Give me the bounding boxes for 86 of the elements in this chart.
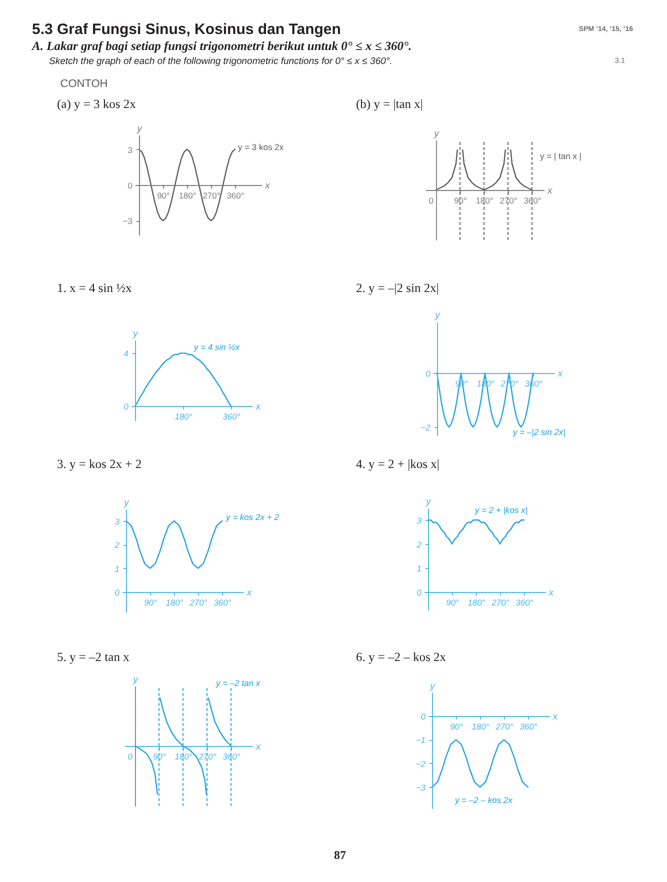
- x-axis-title: x: [254, 742, 262, 752]
- x-tick-label: 180°: [166, 598, 184, 608]
- y-axis-title: y: [136, 124, 144, 135]
- line-series: [427, 519, 525, 545]
- chart-title: 4. y = 2 + |kos x|: [356, 457, 440, 471]
- y-axis-title: y: [123, 498, 130, 509]
- x-axis-title: x: [552, 712, 559, 722]
- x-tick-label: 180°: [472, 722, 490, 732]
- x-tick-label: 180°: [174, 752, 193, 762]
- y-tick-label: 2: [416, 540, 422, 550]
- chart-title: 5. y = –2 tan x: [57, 650, 130, 664]
- y-tick-label: −3: [416, 782, 426, 793]
- chart-title: 1. x = 4 sin ½x: [57, 281, 133, 295]
- x-tick-label: 90°: [454, 196, 467, 206]
- y-axis-title: y: [429, 680, 436, 692]
- series-label: y = –2 tan x: [215, 678, 261, 688]
- y-tick-label: 0: [128, 180, 133, 190]
- y-tick-label: 0: [426, 368, 431, 378]
- x-tick-label: 180°: [468, 598, 486, 608]
- text: Sketch the graph of each of the following trigonometric functions for 0° ≤ x ≤ 360°.: [49, 56, 392, 67]
- line-series: [125, 520, 223, 569]
- text: 5.3 Graf Fungsi Sinus, Kosinus dan Tangen: [32, 21, 341, 38]
- x-tick-label: 180°: [174, 412, 193, 422]
- y-axis-title: y: [132, 328, 140, 340]
- series-label: y = kos 2x + 2: [225, 512, 280, 522]
- x-axis-title: x: [254, 402, 262, 412]
- x-axis-title: x: [546, 186, 554, 196]
- y-tick-label: 1: [416, 564, 422, 574]
- y-axis-title: y: [433, 128, 440, 140]
- y-tick-label: 2: [114, 540, 120, 550]
- x-tick-label: 270°: [494, 722, 514, 732]
- x-tick-label: 270°: [202, 190, 220, 200]
- x-tick-label: 90°: [450, 722, 464, 732]
- x-tick-label: 360°: [524, 196, 542, 206]
- x-tick-label: 360°: [226, 190, 244, 200]
- y-axis-title: y: [434, 310, 442, 322]
- y-tick-label: −2: [416, 758, 426, 769]
- y-axis-title: y: [132, 674, 140, 686]
- x-tick-label: 90°: [144, 598, 158, 608]
- chart-title: (a) y = 3 kos 2x: [57, 97, 137, 111]
- y-tick-label: 0: [416, 588, 422, 598]
- x-tick-label: 360°: [214, 598, 232, 608]
- x-axis-title: x: [548, 588, 555, 598]
- y-tick-label: −2: [420, 422, 431, 432]
- text: y = | tan x |: [540, 151, 582, 161]
- y-tick-label: 4: [124, 348, 129, 359]
- y-axis-title: y: [425, 496, 432, 508]
- x-tick-label: 270°: [500, 196, 518, 206]
- chart-title: (b) y = |tan x|: [356, 97, 423, 111]
- y-tick-label: 3: [114, 516, 120, 526]
- chart-title: 2. y = –|2 sin 2x|: [356, 281, 439, 295]
- text: CONTOH: [60, 78, 108, 90]
- x-tick-label: 360°: [516, 598, 534, 608]
- x-tick-label: 360°: [222, 412, 241, 422]
- line-series: [134, 352, 232, 407]
- x-tick-label: 270°: [188, 598, 208, 608]
- y-tick-label: 0: [420, 712, 426, 722]
- x-axis-title: x: [264, 180, 272, 192]
- series-label: y = –|2 sin 2x|: [512, 427, 566, 437]
- y-tick-label: −1: [416, 735, 426, 746]
- x-axis-title: x: [556, 368, 564, 380]
- y-tick-label: 1: [114, 564, 120, 574]
- x-tick-label: 90°: [446, 598, 460, 608]
- line-series: [431, 739, 529, 788]
- y-tick-label: 0: [114, 588, 120, 598]
- x-tick-label: 180°: [178, 190, 196, 200]
- x-tick-label: 360°: [520, 722, 538, 732]
- series-label: y = 3 kos 2x: [238, 142, 284, 152]
- x-axis-title: x: [246, 588, 253, 598]
- chart-title: 3. y = kos 2x + 2: [57, 457, 142, 471]
- x-tick-label: 270°: [198, 752, 217, 762]
- y-tick-label: 3: [416, 516, 422, 526]
- y-tick-label: 3: [128, 144, 133, 155]
- y-tick-label: −3: [122, 216, 133, 226]
- series-label: y = –2 – kos 2x: [454, 795, 514, 805]
- y-tick-label: 0: [124, 402, 129, 412]
- chart-title: 6. y = –2 – kos 2x: [356, 650, 447, 664]
- x-tick-label: 360°: [222, 752, 241, 762]
- x-tick-label: 270°: [490, 598, 510, 608]
- x-tick-label: 90°: [153, 752, 167, 762]
- text: 87: [334, 848, 346, 862]
- series-label: y = 4 sin ½x: [193, 342, 240, 352]
- x-tick-label: 180°: [476, 196, 494, 206]
- x-tick-label: 90°: [157, 190, 170, 200]
- series-label: y = 2 + |kos x|: [474, 505, 528, 515]
- text: A. Lakar graf bagi setiap fungsi trigonometri berikut untuk 0° ≤ x ≤ 360°.: [31, 39, 412, 53]
